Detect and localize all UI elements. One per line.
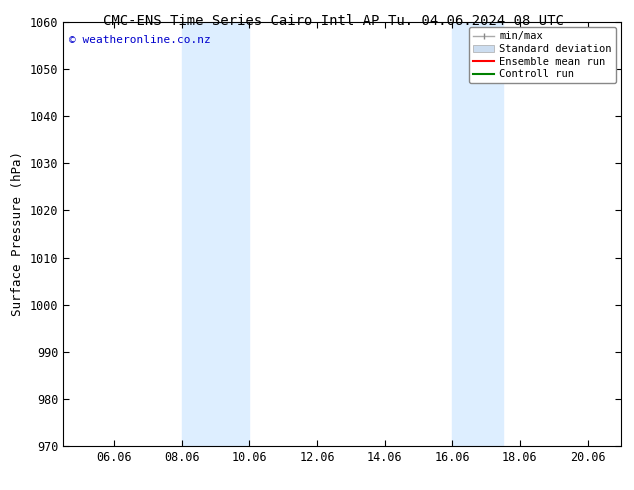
Bar: [182, 22, 249, 446]
Text: CMC-ENS Time Series Cairo Intl AP: CMC-ENS Time Series Cairo Intl AP: [103, 14, 379, 28]
Text: Tu. 04.06.2024 08 UTC: Tu. 04.06.2024 08 UTC: [387, 14, 564, 28]
Text: © weatheronline.co.nz: © weatheronline.co.nz: [69, 35, 210, 45]
Bar: [452, 22, 503, 446]
Legend: min/max, Standard deviation, Ensemble mean run, Controll run: min/max, Standard deviation, Ensemble me…: [469, 27, 616, 83]
Y-axis label: Surface Pressure (hPa): Surface Pressure (hPa): [11, 151, 25, 317]
